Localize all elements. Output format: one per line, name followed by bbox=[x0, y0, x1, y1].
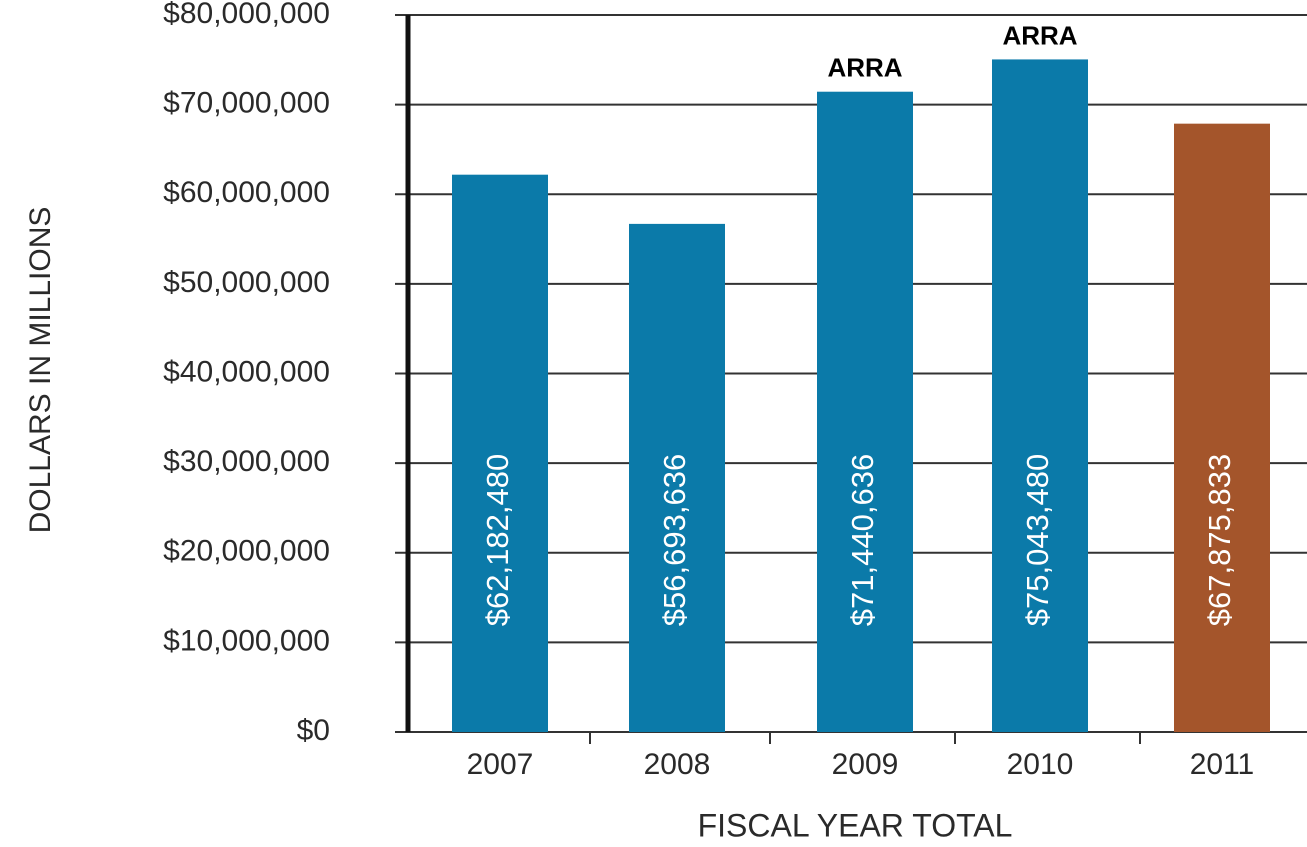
value-label: $62,182,480 bbox=[480, 454, 515, 626]
y-tick-label: $10,000,000 bbox=[163, 624, 330, 657]
bar bbox=[992, 59, 1088, 733]
x-tick-label: 2007 bbox=[467, 748, 534, 781]
x-tick-label: 2008 bbox=[644, 748, 711, 781]
bar bbox=[629, 223, 725, 732]
bar bbox=[1174, 123, 1270, 733]
value-label: $71,440,636 bbox=[845, 454, 880, 626]
annotation: ARRA bbox=[827, 53, 902, 83]
bar bbox=[817, 91, 913, 732]
annotation: ARRA bbox=[1002, 20, 1077, 50]
y-tick-label: $30,000,000 bbox=[163, 445, 330, 478]
y-tick-label: $60,000,000 bbox=[163, 176, 330, 209]
y-tick-label: $20,000,000 bbox=[163, 535, 330, 568]
bar bbox=[452, 174, 548, 733]
y-tick-label: $0 bbox=[297, 714, 330, 747]
value-label: $56,693,636 bbox=[657, 454, 692, 626]
y-tick-label: $40,000,000 bbox=[163, 355, 330, 388]
x-tick-label: 2010 bbox=[1007, 748, 1074, 781]
value-label: $75,043,480 bbox=[1020, 454, 1055, 626]
x-axis-label: FISCAL YEAR TOTAL bbox=[698, 807, 1013, 843]
value-label: $67,875,833 bbox=[1202, 454, 1237, 626]
y-tick-label: $80,000,000 bbox=[163, 0, 330, 30]
x-tick-label: 2009 bbox=[832, 748, 899, 781]
y-tick-label: $70,000,000 bbox=[163, 87, 330, 120]
y-tick-label: $50,000,000 bbox=[163, 266, 330, 299]
y-axis-label: DOLLARS IN MILLIONS bbox=[24, 207, 57, 534]
x-tick-label: 2011 bbox=[1190, 748, 1255, 781]
